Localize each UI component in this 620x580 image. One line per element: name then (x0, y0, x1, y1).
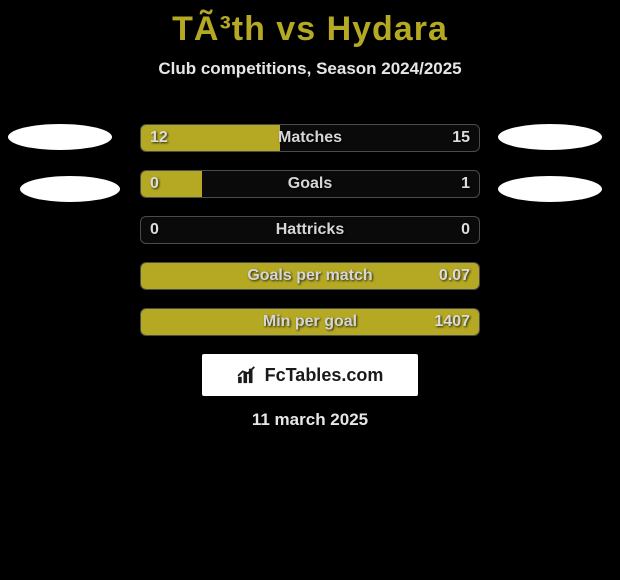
stat-row: Min per goal1407 (0, 308, 620, 336)
row-label: Goals (140, 170, 480, 198)
decorative-ellipse (498, 124, 602, 150)
stat-row: Goals per match0.07 (0, 262, 620, 290)
value-left: 12 (150, 124, 168, 152)
stat-row: Hattricks0 0 (0, 216, 620, 244)
value-right: 0 (461, 216, 470, 244)
decorative-ellipse (498, 176, 602, 202)
row-label: Min per goal (140, 308, 480, 336)
value-right: 1407 (434, 308, 470, 336)
bar-chart-icon (237, 366, 259, 384)
value-right: 1 (461, 170, 470, 198)
decorative-ellipse (20, 176, 120, 202)
value-left: 0 (150, 170, 159, 198)
row-label: Hattricks (140, 216, 480, 244)
stat-rows: Matches1215Goals01Hattricks00Goals per m… (0, 124, 620, 354)
value-left: 0 (150, 216, 159, 244)
row-label: Goals per match (140, 262, 480, 290)
page-subtitle: Club competitions, Season 2024/2025 (0, 59, 620, 79)
brand-text: FcTables.com (265, 365, 384, 386)
page-title: TÃ³th vs Hydara (0, 0, 620, 49)
brand-badge: FcTables.com (202, 354, 418, 396)
decorative-ellipse (8, 124, 112, 150)
row-label: Matches (140, 124, 480, 152)
value-right: 15 (452, 124, 470, 152)
value-right: 0.07 (439, 262, 470, 290)
date-label: 11 march 2025 (0, 410, 620, 430)
